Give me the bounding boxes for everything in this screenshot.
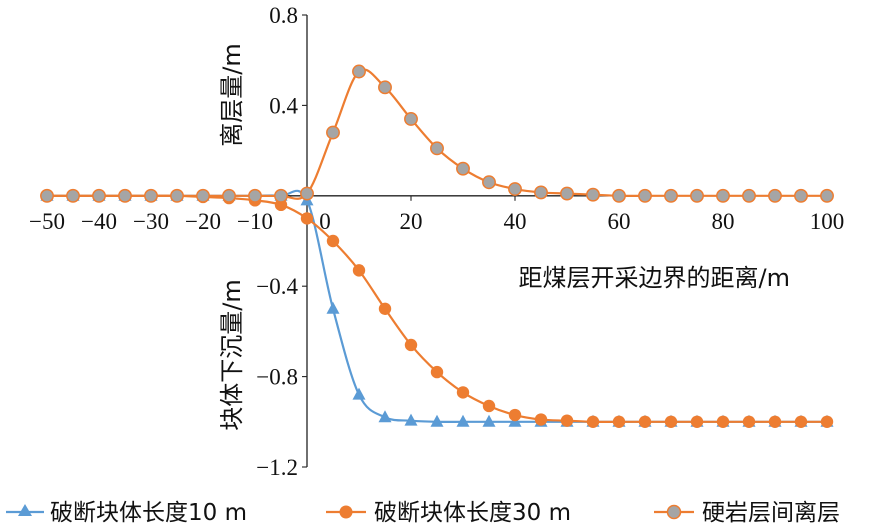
series-3-point xyxy=(612,188,626,203)
series-3-point xyxy=(248,188,262,203)
x-axis-title: 距煤层开采边界的距离/m xyxy=(519,264,790,292)
series-3-point xyxy=(352,64,366,79)
series-2-point xyxy=(508,408,522,422)
legend-label-series2: 破断块体长度30 m xyxy=(374,500,571,526)
series-2-point xyxy=(716,415,730,428)
series-1-point xyxy=(378,410,392,423)
series-3-point xyxy=(404,112,418,126)
series-3-point xyxy=(820,188,834,203)
y-tick-label: −0.8 xyxy=(256,365,298,390)
legend-marker-series2 xyxy=(339,505,353,519)
series-3-point xyxy=(560,186,574,201)
series-2-point xyxy=(690,415,704,428)
series-layer xyxy=(40,64,834,428)
series-3-point xyxy=(326,125,340,140)
series-2-point xyxy=(586,415,600,428)
series-3-point xyxy=(482,175,496,190)
series-2-point xyxy=(638,415,652,428)
series-3-point xyxy=(586,187,600,202)
series-3-point xyxy=(274,188,288,203)
series-3-point xyxy=(378,80,392,95)
series-3-point xyxy=(664,188,678,203)
x-tick-label: −10 xyxy=(237,209,273,234)
x-tick-label: −40 xyxy=(81,209,117,234)
x-tick-label: 40 xyxy=(504,209,527,234)
y-tick-label: 0.4 xyxy=(269,93,298,118)
series-2-point xyxy=(300,212,314,225)
series-3-point xyxy=(118,188,132,203)
series-2-point xyxy=(560,414,574,427)
series-3-point xyxy=(66,188,80,203)
legend-label-series3: 硬岩层间离层 xyxy=(702,500,840,526)
series-3-point xyxy=(144,188,158,203)
legend-marker-series3 xyxy=(666,504,682,520)
y-tick-label: −0.4 xyxy=(256,274,298,299)
series-3-point xyxy=(508,182,522,196)
y-axis-title-bottom: 块体下沉量/m xyxy=(218,279,246,430)
x-tick-label: 100 xyxy=(810,209,845,234)
series-3-point xyxy=(170,188,184,203)
series-2-point xyxy=(820,415,834,428)
series-3-point xyxy=(768,188,782,203)
series-3-point xyxy=(742,188,756,203)
x-tick-label: 0 xyxy=(319,209,331,234)
series-3-point xyxy=(638,188,652,203)
series-2-point xyxy=(664,415,678,428)
series-2-point xyxy=(534,413,548,426)
series-2-point xyxy=(482,399,496,413)
series-3-point xyxy=(92,188,106,203)
series-3-point xyxy=(794,188,808,203)
x-tick-label: −30 xyxy=(133,209,169,234)
y-tick-label: −1.2 xyxy=(256,455,298,480)
series-2-point xyxy=(378,302,392,315)
series-1-point xyxy=(352,387,366,400)
series-1-point xyxy=(326,301,340,314)
y-axis-title-top: 离层量/m xyxy=(218,43,246,146)
x-tick-label: −20 xyxy=(185,209,221,234)
series-2-point xyxy=(612,415,626,428)
series-2-point xyxy=(794,415,808,428)
series-3-point xyxy=(196,188,210,203)
series-2-point xyxy=(352,264,366,277)
series-3-point xyxy=(534,185,548,200)
x-tick-label: 20 xyxy=(400,209,423,234)
legend: 破断块体长度10 m 破断块体长度30 m 硬岩层间离层 xyxy=(6,500,840,526)
y-tick-label: 0.8 xyxy=(269,3,298,28)
series-3-point xyxy=(300,186,314,201)
series-2-point xyxy=(404,338,418,352)
series-1-point xyxy=(456,414,470,427)
series-2-point xyxy=(742,415,756,428)
series-3-point xyxy=(716,188,730,203)
series-1-point xyxy=(430,414,444,427)
axes: −50 −40 −30 −20 −10 0 20 40 60 80 100 0.8 0.4 −0.4 −0.… xyxy=(29,3,844,480)
x-tick-label: −50 xyxy=(29,209,65,234)
series-2-point xyxy=(326,234,340,248)
series-2-point xyxy=(430,365,444,379)
x-tick-label: 80 xyxy=(712,209,735,234)
series-1-point xyxy=(404,413,418,426)
series-1-point xyxy=(482,414,496,427)
series-3-point xyxy=(430,141,444,156)
x-tick-label: 60 xyxy=(608,209,631,234)
series-3-point xyxy=(456,161,470,176)
legend-label-series1: 破断块体长度10 m xyxy=(50,500,247,526)
series-2-point xyxy=(456,386,470,399)
series-line-3 xyxy=(47,68,827,200)
series-3-point xyxy=(690,188,704,203)
series-3-point xyxy=(40,188,54,203)
legend-marker-series1 xyxy=(18,504,32,516)
series-3-point xyxy=(222,188,236,203)
series-2-point xyxy=(768,415,782,428)
